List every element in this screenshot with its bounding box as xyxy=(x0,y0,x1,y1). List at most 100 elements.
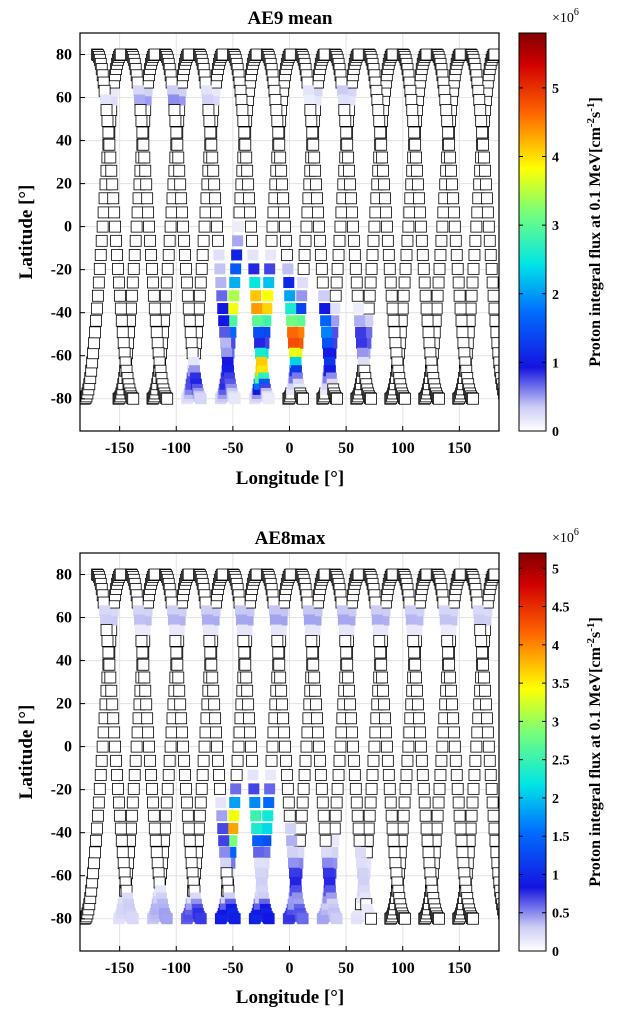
orbit-marker xyxy=(227,303,239,315)
orbit-marker xyxy=(169,635,182,647)
orbit-marker xyxy=(344,94,356,106)
orbit-marker xyxy=(189,892,201,904)
orbit-marker xyxy=(134,104,147,116)
orbit-marker xyxy=(332,249,345,261)
orbit-marker xyxy=(260,315,272,327)
orbit-marker xyxy=(498,387,499,400)
orbit-marker xyxy=(233,221,245,233)
orbit-marker xyxy=(406,104,419,116)
orbit-marker xyxy=(364,796,377,809)
orbit-marker xyxy=(285,823,297,835)
orbit-marker xyxy=(210,726,222,739)
orbit-marker xyxy=(298,769,311,781)
orbit-marker xyxy=(111,249,123,261)
orbit-marker xyxy=(430,822,443,835)
orbit-marker xyxy=(202,624,214,636)
orbit-marker xyxy=(163,234,176,247)
orbit-marker xyxy=(88,337,100,350)
orbit-marker xyxy=(248,263,260,275)
orbit-marker xyxy=(131,726,144,739)
orbit-marker xyxy=(134,614,146,626)
orbit-marker xyxy=(239,658,252,671)
orbit-marker xyxy=(364,276,377,289)
orbit-marker xyxy=(339,635,352,647)
orbit-marker xyxy=(375,138,388,151)
orbit-marker xyxy=(474,104,487,116)
orbit-marker xyxy=(331,262,344,275)
orbit-marker xyxy=(379,605,391,617)
orbit-marker xyxy=(290,885,302,897)
orbit-marker xyxy=(456,846,469,859)
orbit-marker xyxy=(94,249,107,261)
orbit-marker xyxy=(431,809,444,822)
orbit-marker xyxy=(250,290,262,302)
orbit-marker xyxy=(138,671,151,684)
y-tick-label: -20 xyxy=(51,782,72,799)
orbit-marker xyxy=(388,846,401,859)
orbit-marker xyxy=(498,907,499,920)
orbit-marker xyxy=(347,234,360,247)
orbit-marker xyxy=(489,314,499,327)
orbit-marker xyxy=(500,393,511,404)
orbit-marker xyxy=(162,769,175,781)
orbit-marker xyxy=(333,234,346,247)
colorbar-tick-label: 1 xyxy=(552,356,559,371)
orbit-marker xyxy=(327,846,339,858)
orbit-marker xyxy=(481,206,494,219)
orbit-marker xyxy=(383,262,396,275)
orbit-marker xyxy=(90,834,102,847)
orbit-marker xyxy=(385,809,398,822)
orbit-marker xyxy=(377,684,389,697)
orbit-marker xyxy=(208,698,221,711)
orbit-marker xyxy=(263,393,275,405)
colorbar: 0 1 2 3 4 5 ×106 Proton integral flux at 0.1 … xyxy=(518,7,604,440)
x-tick-label: 150 xyxy=(447,960,471,977)
orbit-marker xyxy=(93,782,106,795)
x-tick-label: 100 xyxy=(391,440,415,457)
orbit-marker xyxy=(227,823,239,835)
orbit-marker xyxy=(481,192,493,205)
orbit-marker xyxy=(105,684,118,697)
orbit-marker xyxy=(452,796,465,809)
x-tick-label: -50 xyxy=(222,960,243,977)
orbit-marker xyxy=(342,671,355,684)
orbit-marker xyxy=(247,249,259,261)
orbit-marker xyxy=(352,568,365,581)
orbit-marker xyxy=(336,85,348,97)
orbit-marker xyxy=(233,206,246,219)
orbit-marker xyxy=(467,782,480,795)
orbit-marker xyxy=(182,302,195,315)
orbit-marker xyxy=(471,726,484,739)
orbit-marker xyxy=(87,347,100,360)
orbit-marker xyxy=(161,262,174,275)
orbit-marker xyxy=(158,822,171,835)
orbit-marker xyxy=(301,206,314,219)
orbit-marker xyxy=(380,206,392,219)
orbit-marker xyxy=(354,315,366,327)
x-tick-label: 0 xyxy=(286,960,294,977)
orbit-marker xyxy=(90,314,102,327)
orbit-marker xyxy=(103,658,116,671)
orbit-marker xyxy=(374,126,387,139)
orbit-marker xyxy=(175,712,188,725)
orbit-marker xyxy=(370,605,382,617)
orbit-marker xyxy=(482,220,495,233)
orbit-marker xyxy=(162,249,175,261)
orbit-marker xyxy=(95,754,108,767)
orbit-marker xyxy=(182,822,195,835)
colorbar-tick-label: 4 xyxy=(552,639,559,654)
orbit-marker xyxy=(108,206,121,219)
orbit-marker xyxy=(195,393,207,405)
orbit-marker xyxy=(345,192,357,205)
orbit-marker xyxy=(194,796,207,809)
orbit-marker xyxy=(404,605,416,617)
orbit-marker xyxy=(146,782,158,795)
orbit-marker xyxy=(287,846,299,858)
panel-ae9-mean: AE9 mean -150 -100 -50 0 50 100 150 806040200-… xyxy=(16,7,604,489)
x-tick-label: 50 xyxy=(338,440,354,457)
orbit-marker xyxy=(447,726,460,739)
orbit-marker xyxy=(378,178,390,191)
orbit-marker xyxy=(212,234,224,247)
orbit-marker xyxy=(387,834,400,847)
orbit-marker xyxy=(230,769,243,781)
